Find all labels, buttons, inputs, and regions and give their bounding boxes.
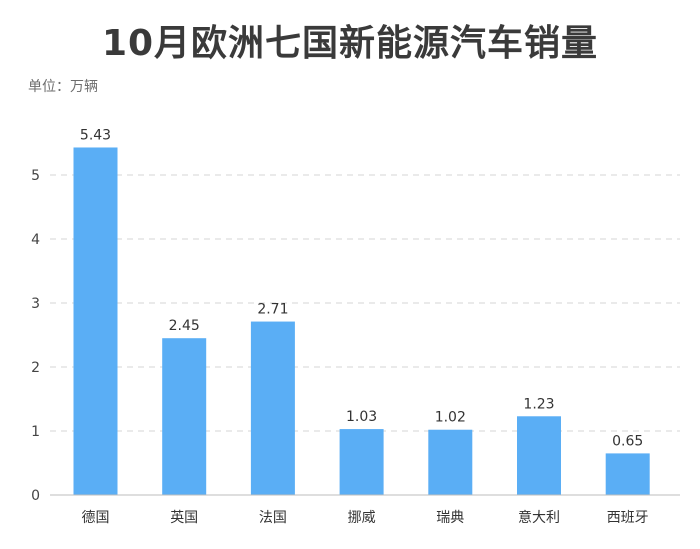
bar-意大利 [517,416,561,495]
data-label: 0.65 [612,433,643,449]
y-tick-label: 0 [31,488,40,504]
bar-英国 [162,338,207,495]
bar-西班牙 [605,453,650,495]
data-label: 1.23 [523,396,554,412]
x-tick-label: 英国 [170,509,198,526]
data-label: 1.02 [435,410,466,426]
data-label: 2.45 [169,318,200,334]
x-tick-label: 法国 [259,510,287,526]
y-tick-label: 1 [31,424,40,440]
y-tick-label: 4 [31,232,40,248]
bar-德国 [73,147,118,496]
x-tick-label: 挪威 [348,510,376,526]
y-tick-label: 5 [31,168,40,184]
bar-法国 [250,321,295,495]
chart-title: 10月欧洲七国新能源汽车销量 [101,23,599,64]
bar-瑞典 [428,429,473,495]
x-tick-label: 德国 [82,510,110,526]
y-tick-label: 3 [31,296,40,312]
unit-label: 单位：万辆 [28,79,98,95]
y-tick-label: 2 [31,360,40,376]
data-label: 5.43 [80,127,111,143]
data-label: 1.03 [346,409,377,425]
x-tick-label: 西班牙 [607,510,649,526]
x-tick-label: 瑞典 [436,510,464,526]
x-tick-label: 意大利 [518,509,560,526]
data-label: 2.71 [257,302,288,318]
bar-挪威 [339,429,384,495]
